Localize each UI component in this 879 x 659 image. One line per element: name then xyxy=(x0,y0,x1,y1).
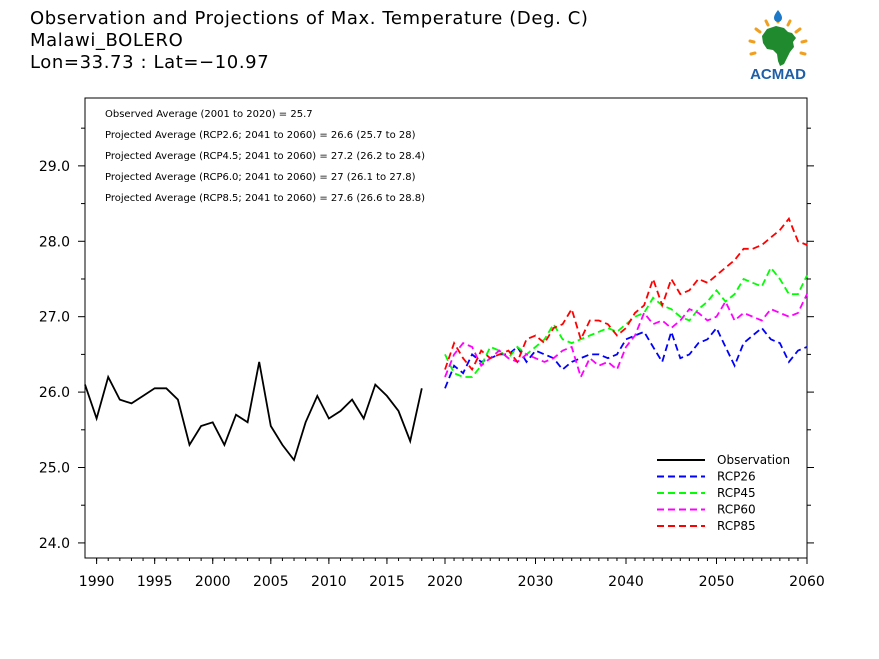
y-tick-label: 25.0 xyxy=(39,461,70,477)
water-drop-icon xyxy=(774,10,782,22)
average-annotation: Projected Average (RCP8.5; 2041 to 2060)… xyxy=(105,193,425,204)
y-tick-label: 26.0 xyxy=(39,385,70,401)
legend-label: RCP60 xyxy=(717,503,756,517)
x-tick-label: 1995 xyxy=(137,574,173,590)
y-tick-label: 24.0 xyxy=(39,536,70,552)
x-tick-label: 2060 xyxy=(789,574,825,590)
legend-label: RCP26 xyxy=(717,470,756,484)
x-tick-label: 2020 xyxy=(427,574,463,590)
x-tick-label: 1990 xyxy=(79,574,115,590)
y-tick-label: 27.0 xyxy=(39,310,70,326)
africa-map-logo-icon: ACMAD xyxy=(748,10,808,83)
x-tick-label: 2030 xyxy=(518,574,554,590)
series-line-rcp45 xyxy=(444,266,808,378)
legend-label: RCP85 xyxy=(717,519,756,533)
chart-title: Observation and Projections of Max. Temp… xyxy=(30,8,589,29)
series-line-observation xyxy=(84,361,423,462)
legend-label: Observation xyxy=(717,453,790,467)
x-tick-label: 2050 xyxy=(699,574,735,590)
plot-frame xyxy=(84,97,808,559)
title-block: Observation and Projections of Max. Temp… xyxy=(30,8,589,74)
x-tick-label: 2015 xyxy=(369,574,405,590)
series-line-rcp26 xyxy=(444,326,808,389)
africa-continent-icon xyxy=(762,26,796,66)
x-tick-label: 2010 xyxy=(311,574,347,590)
x-tick-label: 2005 xyxy=(253,574,289,590)
series-layer xyxy=(84,216,808,462)
logo-text: ACMAD xyxy=(750,66,806,83)
average-annotation: Projected Average (RCP4.5; 2041 to 2060)… xyxy=(105,151,425,162)
average-annotation: Observed Average (2001 to 2020) = 25.7 xyxy=(105,109,313,120)
y-tick-label: 28.0 xyxy=(39,234,70,250)
annotations: Observed Average (2001 to 2020) = 25.7 Pr… xyxy=(105,109,425,204)
average-annotation: Projected Average (RCP6.0; 2041 to 2060)… xyxy=(105,172,416,183)
series-line-rcp85 xyxy=(444,216,808,372)
average-annotation: Projected Average (RCP2.6; 2041 to 2060)… xyxy=(105,130,416,141)
axes: 24.0 25.0 26.0 27.0 28.0 29.0 1990 1995 2000 2005… xyxy=(39,97,825,590)
x-tick-label: 2000 xyxy=(195,574,231,590)
legend: Observation RCP26 RCP45 RCP60 RCP85 xyxy=(657,453,790,533)
station-coordinates: Lon=33.73 : Lat=−10.97 xyxy=(30,52,270,73)
legend-label: RCP45 xyxy=(717,486,756,500)
series-line-rcp60 xyxy=(444,293,808,380)
station-name: Malawi_BOLERO xyxy=(30,30,184,51)
x-tick-label: 2040 xyxy=(608,574,644,590)
y-tick-label: 29.0 xyxy=(39,159,70,175)
